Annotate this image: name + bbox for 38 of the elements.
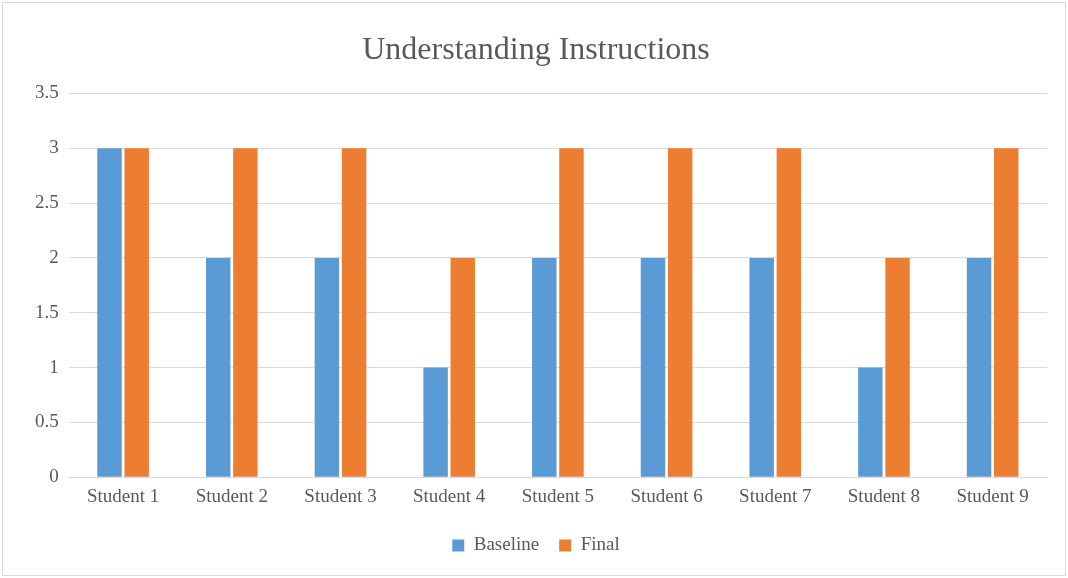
- bar: [858, 367, 883, 477]
- bar: [749, 257, 774, 477]
- y-tick-label: 3.5: [35, 81, 59, 103]
- x-tick-label: Student 8: [847, 484, 921, 506]
- bar: [559, 148, 584, 477]
- x-tick-label: Student 9: [956, 484, 1029, 506]
- x-tick-label: Student 4: [413, 484, 486, 506]
- y-tick-label: 1.5: [35, 300, 59, 322]
- y-tick-label: 1: [49, 355, 59, 377]
- legend-label: Baseline: [473, 533, 540, 555]
- bar: [776, 148, 802, 477]
- x-tick-label: Student 5: [521, 484, 595, 506]
- chart-title: Understanding Instructions: [362, 29, 710, 66]
- bar: [667, 148, 693, 477]
- x-tick-label: Student 6: [630, 484, 703, 506]
- bar: [994, 148, 1019, 477]
- x-tick-label: Student 1: [86, 484, 160, 506]
- bar: [124, 148, 149, 477]
- bar: [423, 367, 448, 477]
- y-tick-label: 2: [49, 245, 59, 267]
- bar: [233, 148, 258, 477]
- y-tick-label: 0: [49, 465, 59, 487]
- x-tick-label: Student 7: [739, 484, 812, 506]
- y-tick-label: 0.5: [35, 410, 59, 432]
- legend-label: Final: [580, 533, 620, 555]
- bar: [532, 257, 557, 477]
- bar: [314, 257, 340, 477]
- x-tick-label: Student 3: [304, 484, 377, 506]
- bar: [885, 257, 910, 477]
- bar: [640, 257, 666, 477]
- x-tick-label: Student 2: [195, 484, 268, 506]
- y-tick-label: 2.5: [35, 191, 59, 213]
- y-tick-label: 3: [49, 136, 59, 158]
- bar: [450, 257, 475, 477]
- bar: [966, 257, 992, 477]
- bar: [97, 148, 122, 477]
- bar: [205, 257, 231, 477]
- bar: [341, 148, 367, 477]
